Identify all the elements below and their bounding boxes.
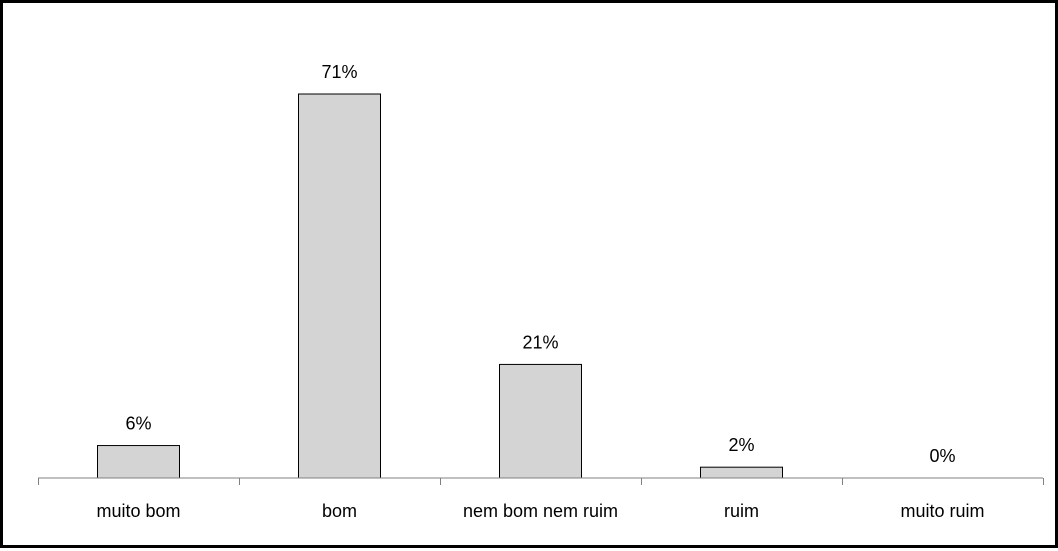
- data-label: 6%: [125, 414, 151, 434]
- x-tick-label: muito bom: [96, 501, 180, 521]
- data-label: 21%: [522, 332, 558, 352]
- data-label: 2%: [728, 435, 754, 455]
- bar-1: [298, 93, 381, 479]
- bar-0: [97, 445, 180, 479]
- labels-layer: 6% muito bom 71% bom 21% nem bom nem ruim 2% ru…: [96, 62, 984, 521]
- bar-3: [700, 466, 783, 479]
- data-label: 71%: [321, 62, 357, 82]
- x-tick-label: muito ruim: [900, 501, 984, 521]
- bar-2: [499, 363, 582, 479]
- bar-chart: 6% muito bom 71% bom 21% nem bom nem ruim 2% ru…: [38, 62, 1044, 521]
- x-tick-label: ruim: [724, 501, 759, 521]
- x-tick-label: nem bom nem ruim: [463, 501, 618, 521]
- bars-layer: [97, 93, 783, 479]
- x-tick-label: bom: [322, 501, 357, 521]
- data-label: 0%: [929, 446, 955, 466]
- x-axis: [38, 477, 1044, 485]
